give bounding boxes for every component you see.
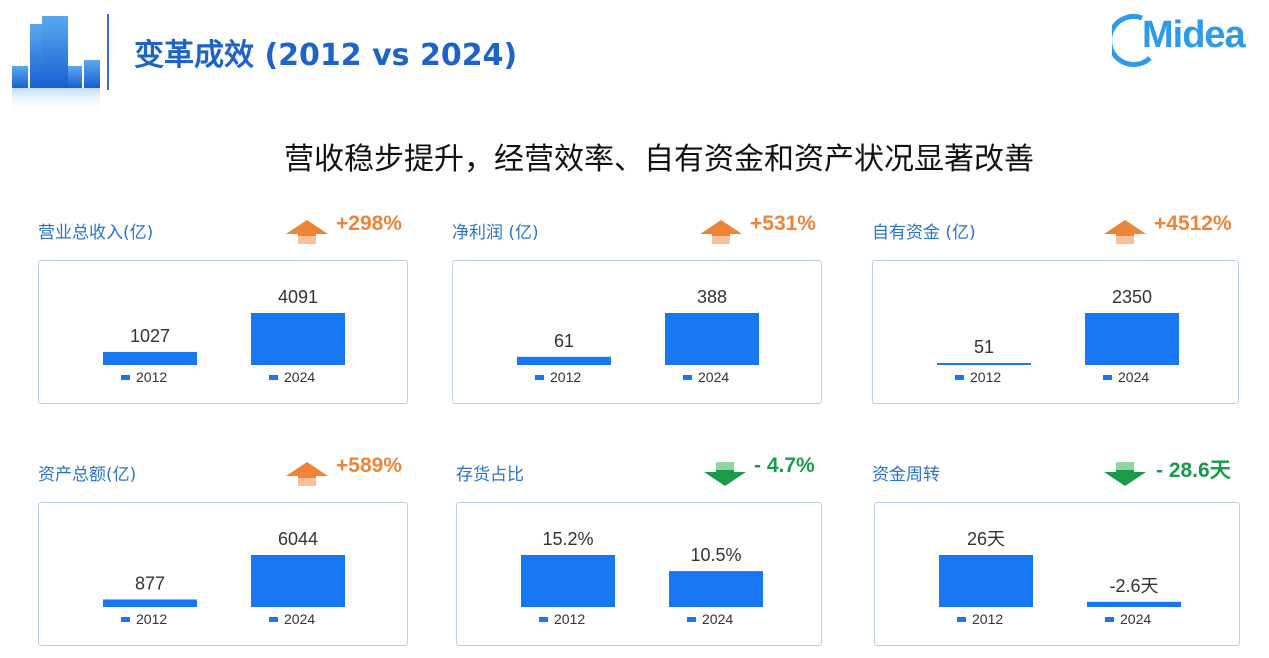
legend-swatch xyxy=(957,617,966,622)
change-value: - 4.7% xyxy=(754,454,815,477)
bar-2012 xyxy=(521,555,615,607)
bar-2024 xyxy=(665,313,759,365)
legend-label: 2024 xyxy=(284,369,315,385)
brand-logo-text: Midea xyxy=(1142,14,1246,56)
legend-label: 2012 xyxy=(554,611,585,627)
legend-label: 2012 xyxy=(972,611,1003,627)
legend-swatch xyxy=(683,375,692,380)
chart-box: 26天 2012 -2.6天 2024 xyxy=(874,502,1240,646)
data-label: 388 xyxy=(697,287,727,307)
bar-chart: 51 2012 2350 2024 xyxy=(937,287,1179,385)
bar-2012 xyxy=(103,351,197,365)
bar-2012 xyxy=(939,555,1033,607)
data-label: 4091 xyxy=(278,287,318,307)
legend-swatch xyxy=(535,375,544,380)
bar-chart: 15.2% 2012 10.5% 2024 xyxy=(521,529,763,627)
data-label: 51 xyxy=(974,337,994,357)
data-label: 877 xyxy=(135,573,165,593)
bar-chart: 877 2012 6044 2024 xyxy=(103,529,345,627)
legend-swatch xyxy=(1105,617,1114,622)
panel-title: 资金周转 xyxy=(872,465,940,485)
legend-label: 2012 xyxy=(136,611,167,627)
arrow-up-icon xyxy=(698,218,744,246)
change-value: +531% xyxy=(750,212,816,235)
arrow-up-icon xyxy=(1102,218,1148,246)
legend-label: 2012 xyxy=(970,369,1001,385)
legend-label: 2024 xyxy=(702,611,733,627)
page-title: 变革成效 (2012 vs 2024) xyxy=(134,38,518,73)
legend-swatch xyxy=(269,617,278,622)
midea-logo-icon xyxy=(1112,13,1152,67)
data-label: 1027 xyxy=(130,326,170,346)
page-subtitle: 营收稳步提升，经营效率、自有资金和资产状况显著改善 xyxy=(284,142,1034,177)
bar-2024 xyxy=(251,555,345,607)
legend-label: 2012 xyxy=(136,369,167,385)
data-label: 2350 xyxy=(1112,287,1152,307)
legend-swatch xyxy=(121,617,130,622)
legend-label: 2024 xyxy=(1118,369,1149,385)
bar-chart: 26天 2012 -2.6天 2024 xyxy=(939,529,1181,627)
chart-box: 15.2% 2012 10.5% 2024 xyxy=(456,502,822,646)
bar-2024 xyxy=(1087,601,1181,607)
legend-swatch xyxy=(539,617,548,622)
legend-label: 2024 xyxy=(1120,611,1151,627)
change-value: +589% xyxy=(336,454,402,477)
legend-label: 2024 xyxy=(284,611,315,627)
panel-title: 存货占比 xyxy=(456,465,524,485)
arrow-down-icon xyxy=(1102,460,1148,488)
chart-box: 1027 2012 4091 2024 xyxy=(38,260,408,404)
change-value: +4512% xyxy=(1154,212,1232,235)
data-label: -2.6天 xyxy=(1109,576,1158,596)
data-label: 15.2% xyxy=(542,529,593,549)
panel-title: 净利润 (亿) xyxy=(452,223,539,243)
chart-box: 61 2012 388 2024 xyxy=(452,260,822,404)
legend-swatch xyxy=(269,375,278,380)
header-divider xyxy=(107,14,109,90)
legend-swatch xyxy=(955,375,964,380)
change-value: +298% xyxy=(336,212,402,235)
bar-2024 xyxy=(251,313,345,365)
panel-title: 自有资金 (亿) xyxy=(872,223,976,243)
arrow-up-icon xyxy=(284,460,330,488)
building-logo-icon xyxy=(12,16,100,114)
bar-2024 xyxy=(1085,313,1179,365)
change-value: - 28.6天 xyxy=(1156,459,1231,482)
data-label: 61 xyxy=(554,331,574,351)
data-label: 26天 xyxy=(967,529,1005,549)
arrow-down-icon xyxy=(702,460,748,488)
bar-chart: 1027 2012 4091 2024 xyxy=(103,287,345,385)
legend-swatch xyxy=(687,617,696,622)
bar-chart: 61 2012 388 2024 xyxy=(517,287,759,385)
data-label: 6044 xyxy=(278,529,318,549)
bar-2012 xyxy=(517,356,611,365)
bar-2012 xyxy=(937,363,1031,365)
legend-swatch xyxy=(1103,375,1112,380)
panel-title: 资产总额(亿) xyxy=(38,465,137,485)
chart-box: 877 2012 6044 2024 xyxy=(38,502,408,646)
legend-swatch xyxy=(121,375,130,380)
bar-2024 xyxy=(669,571,763,607)
bar-2012 xyxy=(103,599,197,607)
legend-label: 2024 xyxy=(698,369,729,385)
legend-label: 2012 xyxy=(550,369,581,385)
data-label: 10.5% xyxy=(690,545,741,565)
arrow-up-icon xyxy=(284,218,330,246)
chart-box: 51 2012 2350 2024 xyxy=(872,260,1239,404)
panel-title: 营业总收入(亿) xyxy=(38,223,154,243)
